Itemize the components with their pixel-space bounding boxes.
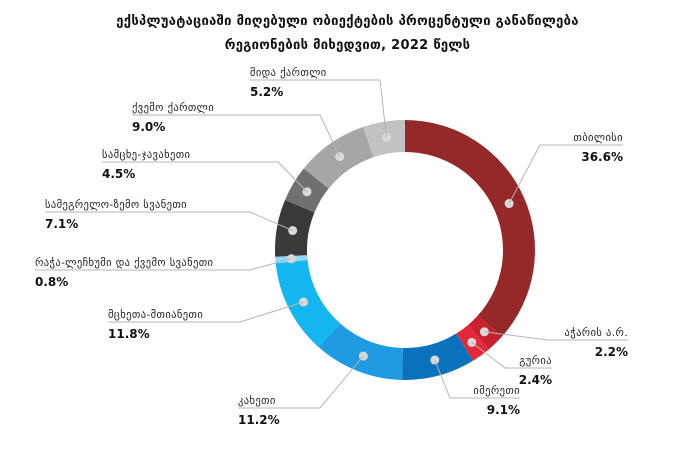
chart-title-line-1: ექსპლუატაციაში მიღებული ობიექტების პროცე… [116, 14, 579, 29]
slice-label-name: აჭარის ა.რ. [564, 327, 628, 339]
donut-slice-1[interactable] [405, 120, 536, 337]
slice-label-value: 7.1% [45, 217, 78, 231]
leader-line [484, 331, 628, 341]
slice-label-value: 5.2% [250, 85, 283, 99]
slice-label-value: 0.8% [35, 275, 68, 289]
slice-label-value: 2.2% [595, 345, 628, 359]
leader-line [238, 355, 364, 409]
leader-line [35, 258, 292, 271]
donut-slice-5[interactable] [318, 323, 403, 380]
leader-line [508, 144, 623, 204]
slice-label-value: 2.4% [519, 373, 552, 387]
slice-label-name: ქვემო ქართლი [132, 102, 214, 114]
slice-label-name: გურია [519, 355, 552, 367]
leader-line [250, 79, 387, 138]
leader-line [45, 211, 293, 232]
slice-label-name: სამცხე-ჯავახეთი [102, 149, 190, 161]
slice-label-name: იმერეთი [473, 385, 520, 397]
donut-slice-6[interactable] [275, 259, 340, 348]
slice-label-value: 36.6% [581, 150, 623, 164]
slice-label-value: 9.1% [487, 403, 520, 417]
leader-line [434, 359, 520, 399]
slice-label-value: 4.5% [102, 167, 135, 181]
slice-label-name: სამეგრელო-ზემო სვანეთი [45, 199, 187, 211]
slice-label-value: 11.2% [238, 413, 280, 427]
slice-label-name: შიდა ქართლი [250, 67, 327, 79]
slice-label-name: რაჭა-ლეჩხუმი და ქვემო სვანეთი [35, 257, 213, 269]
leader-line [132, 114, 341, 157]
leader-line [471, 342, 552, 369]
slice-label-value: 11.8% [108, 327, 150, 341]
slice-label-name: კახეთი [238, 395, 276, 407]
slice-label-name: თბილისი [573, 132, 623, 144]
chart-title-line-2: რეგიონების მიხედვით, 2022 წელს [224, 38, 471, 53]
slice-label-value: 9.0% [132, 120, 165, 134]
slice-label-name: მცხეთა-მთიანეთი [108, 309, 203, 321]
leader-line [102, 161, 308, 193]
leader-line [108, 301, 304, 323]
